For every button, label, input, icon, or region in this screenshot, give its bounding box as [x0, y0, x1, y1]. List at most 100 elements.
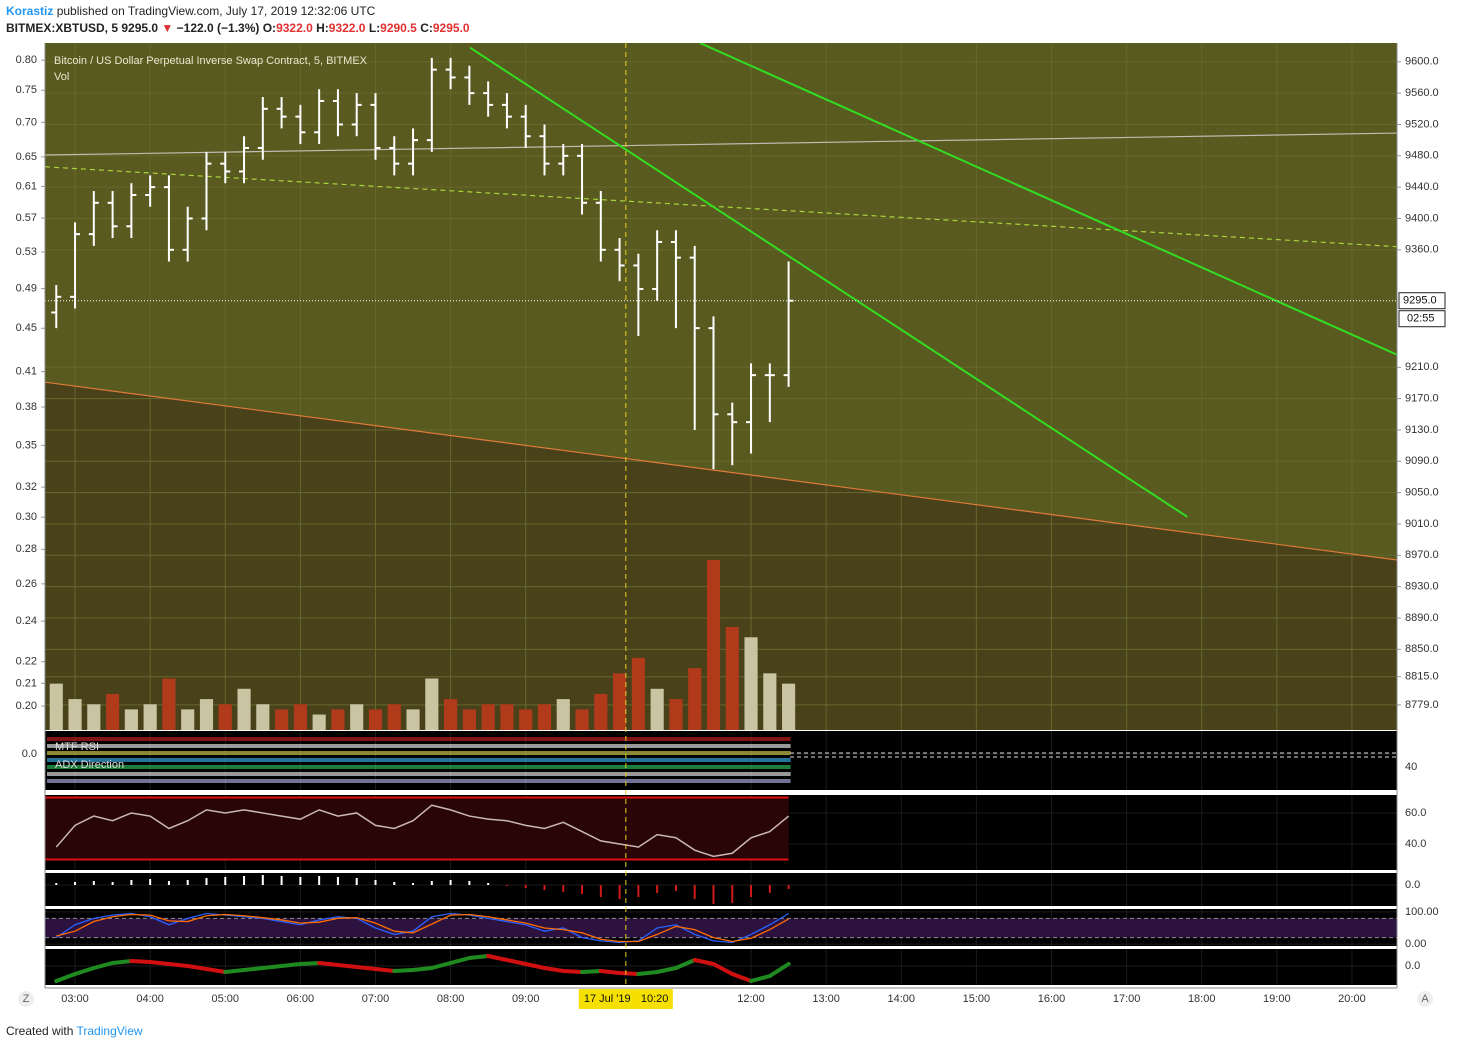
x-tick-label: 19:00	[1263, 993, 1291, 1005]
y-tick-label: 9170.0	[1405, 393, 1439, 405]
footer-text: Created with	[6, 1024, 74, 1038]
trend-segment	[223, 968, 247, 974]
indicator-band	[47, 758, 791, 762]
trend-segment	[148, 960, 171, 966]
trend-segment	[298, 961, 322, 966]
y2-tick-label: 0.49	[16, 282, 37, 294]
trend-segment	[467, 954, 491, 960]
trend-segment	[561, 969, 585, 974]
volume-bar	[199, 699, 214, 730]
trend-segment	[411, 966, 434, 972]
y2-tick-label: 0.35	[16, 439, 37, 451]
ohlc-h: H:9322.0	[316, 21, 365, 35]
last-price-box	[1398, 292, 1446, 310]
x-tick-label: 16:00	[1038, 993, 1066, 1005]
legend-vol: Vol	[54, 71, 69, 83]
indicator-band	[47, 772, 791, 776]
ohlc-value: 9322.0	[328, 21, 366, 35]
volume-bar	[143, 704, 157, 730]
trend-segment	[373, 967, 397, 973]
volume-bar	[162, 678, 176, 730]
ohlc-label: L:	[368, 21, 381, 35]
scale-button[interactable]: A	[1417, 991, 1433, 1007]
x-tick-label: 13:00	[812, 993, 840, 1005]
y2-tick-label: 0.53	[16, 246, 37, 258]
indicator-band	[47, 737, 791, 741]
zone-fill	[45, 382, 1397, 730]
button-label: A	[1421, 993, 1429, 1005]
y-tick-label: 8815.0	[1405, 671, 1439, 683]
trend-segment	[392, 968, 416, 973]
indicator-label: MTF RSI	[55, 741, 99, 753]
trend-segment	[711, 962, 735, 976]
ohlc-label: C:	[420, 21, 433, 35]
volume-bar	[237, 688, 251, 730]
volume-bar	[575, 709, 589, 730]
trend-segment	[636, 970, 660, 976]
indicator-band	[47, 765, 791, 769]
y-tick-label: 0.00	[1405, 938, 1426, 950]
footer-brand[interactable]: TradingView	[76, 1024, 143, 1038]
trend-segment	[767, 962, 791, 978]
x-tick-label: 18:00	[1188, 993, 1216, 1005]
chart-title: Bitcoin / US Dollar Perpetual Inverse Sw…	[54, 55, 368, 67]
y-tick-label: 9520.0	[1405, 118, 1439, 130]
y2-tick-label: 0.57	[16, 212, 37, 224]
y-tick-label: 9400.0	[1405, 212, 1439, 224]
indicator-bg	[45, 873, 1397, 906]
volume-bar	[706, 560, 721, 730]
trend-segment	[749, 974, 772, 983]
x-tick-label: 12:00	[737, 993, 765, 1005]
y-tick-label: 100.00	[1405, 906, 1439, 918]
y-tick-label: 40.0	[1405, 838, 1426, 850]
y2-tick-label: 0.30	[16, 511, 37, 523]
volume-bar	[312, 714, 326, 730]
symbol: BITMEX:XBTUSD, 5	[6, 21, 119, 35]
volume-bar	[481, 704, 495, 730]
button-circle	[1417, 991, 1433, 1007]
y-tick-label: 9480.0	[1405, 150, 1439, 162]
trend-segment	[335, 963, 359, 969]
volume-bar	[256, 704, 270, 730]
y-tick-label: 8930.0	[1405, 581, 1439, 593]
y2-tick-label: 0.22	[16, 656, 37, 668]
y-tick-label: 9560.0	[1405, 87, 1439, 99]
x-tick-label: 20:00	[1338, 993, 1366, 1005]
trend-segment	[354, 965, 378, 971]
ohlc-o: O:9322.0	[263, 21, 313, 35]
trend-segment	[448, 956, 472, 965]
volume-bar	[49, 683, 63, 730]
y-tick-label: 0.0	[22, 748, 37, 760]
volume-bar	[782, 683, 796, 730]
volume-bar	[556, 699, 570, 730]
indicator-band	[47, 744, 791, 748]
y2-tick-label: 0.41	[16, 366, 37, 378]
volume-bar	[500, 704, 514, 730]
button-label: Z	[23, 993, 30, 1005]
trend-segment	[242, 966, 265, 972]
volume-bar	[444, 699, 458, 730]
x-tick-label: 09:00	[512, 993, 540, 1005]
trend-segment	[317, 961, 340, 967]
ohlc-value: 9295.0	[432, 21, 470, 35]
trend-segment	[204, 967, 228, 974]
volume-bar	[425, 678, 439, 730]
author[interactable]: Korastiz	[6, 4, 54, 18]
trend-segment	[166, 962, 190, 968]
trend-segment	[54, 972, 78, 983]
trend-segment	[129, 959, 153, 964]
x-tick-label: 15:00	[963, 993, 991, 1005]
main-plot	[45, 43, 1397, 730]
y2-tick-label: 0.24	[16, 615, 37, 627]
y-tick-label: 9090.0	[1405, 455, 1439, 467]
y2-tick-label: 0.65	[16, 151, 37, 163]
countdown-box	[1398, 310, 1446, 328]
stoch-line	[56, 913, 789, 943]
y2-tick-label: 0.21	[16, 677, 37, 689]
rsi-line	[55, 804, 790, 858]
x-tick-label: 14:00	[888, 993, 916, 1005]
volume-bar	[763, 673, 777, 730]
scale-button[interactable]: Z	[18, 991, 34, 1007]
change: −122.0 (−1.3%)	[176, 21, 260, 35]
